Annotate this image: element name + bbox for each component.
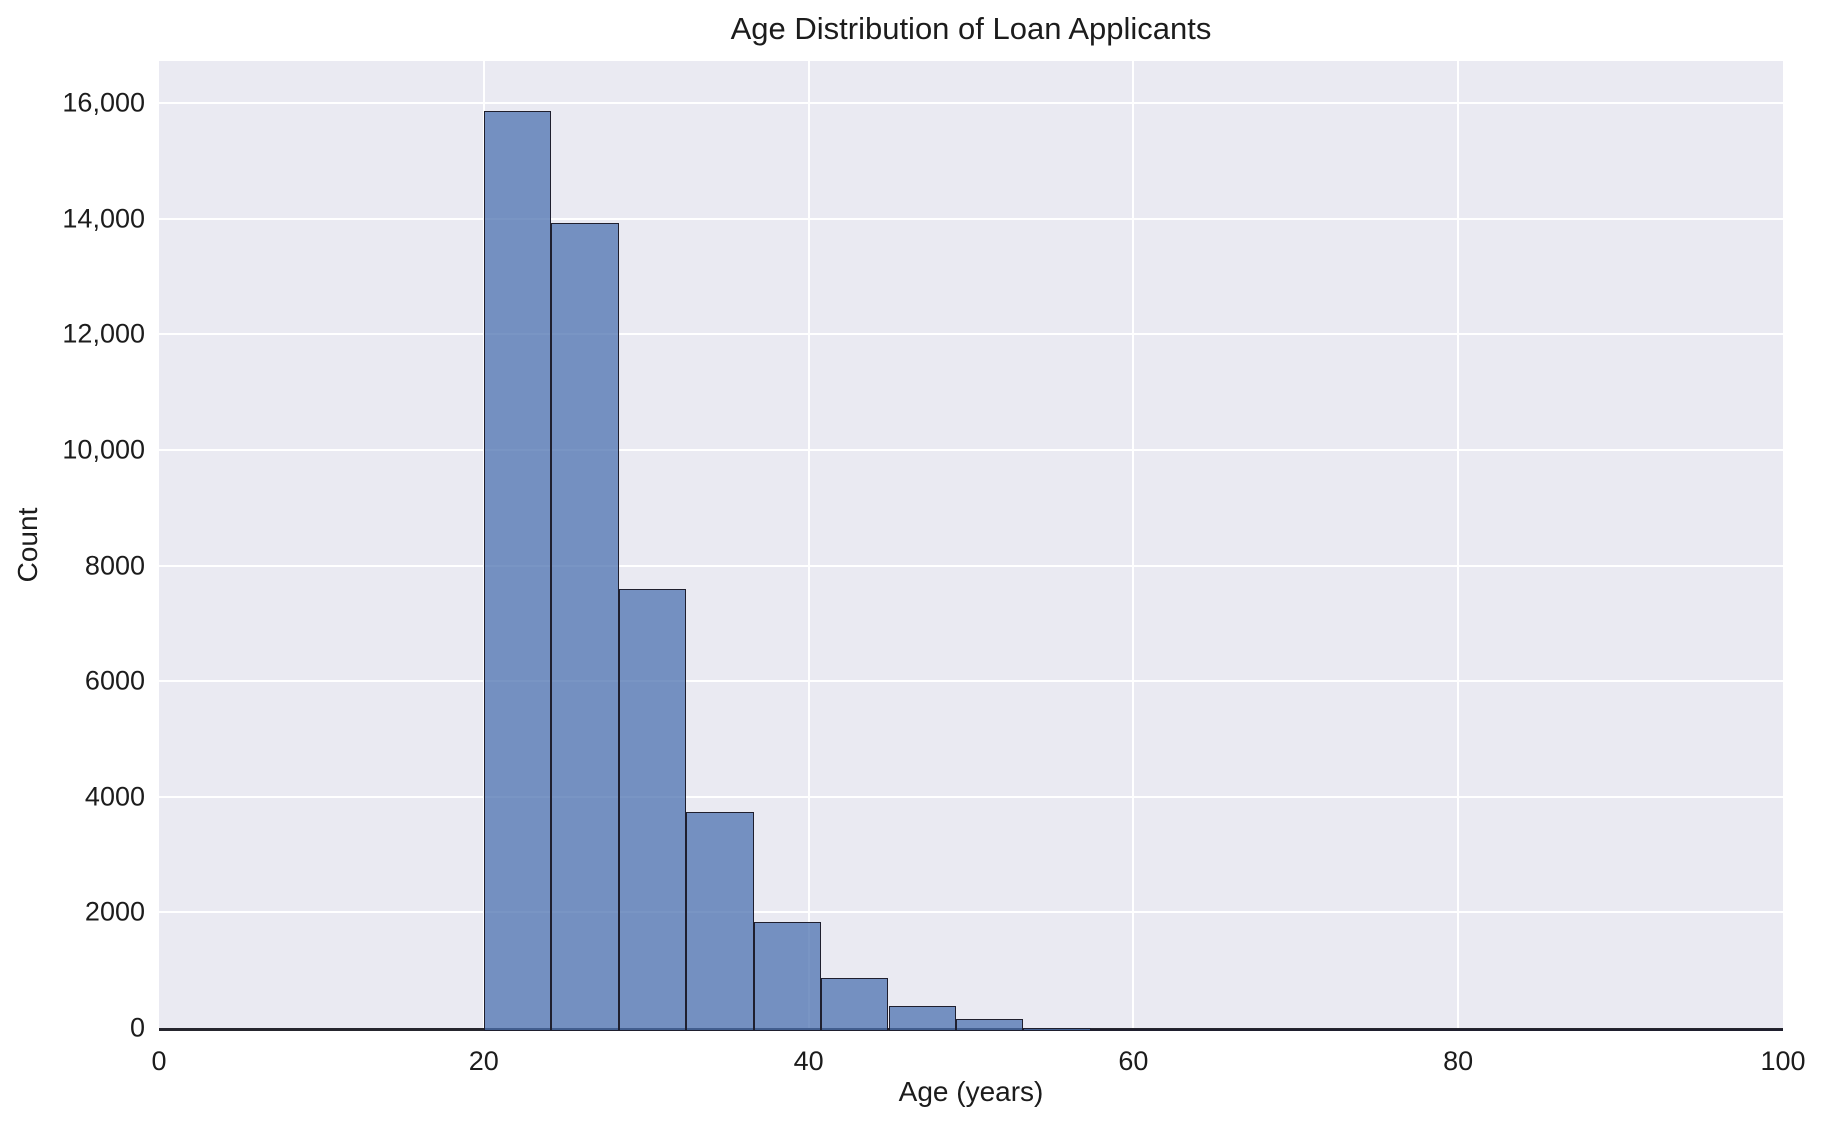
y-gridline xyxy=(159,564,1783,567)
plot-area xyxy=(159,61,1783,1031)
x-gridline xyxy=(1457,61,1460,1028)
histogram-bar xyxy=(1630,1029,1699,1031)
x-tick-label: 0 xyxy=(151,1046,167,1076)
y-tick-label: 4000 xyxy=(84,781,145,812)
histogram-bar xyxy=(1495,1029,1564,1031)
y-gridline xyxy=(159,333,1783,336)
y-tick-label: 2000 xyxy=(84,896,145,927)
y-tick-label: 8000 xyxy=(84,550,145,581)
x-tick-label: 100 xyxy=(1760,1046,1806,1076)
x-gridline xyxy=(1132,61,1135,1028)
histogram-bar xyxy=(888,1006,957,1031)
x-gridline xyxy=(807,61,810,1028)
histogram-bar xyxy=(1428,1029,1496,1031)
histogram-bar xyxy=(1293,1029,1361,1031)
y-tick-label: 12,000 xyxy=(62,318,145,349)
y-tick-label: 10,000 xyxy=(62,434,145,465)
x-tick-label: 20 xyxy=(468,1046,499,1076)
histogram-bar xyxy=(821,977,889,1031)
y-tick-label: 16,000 xyxy=(62,87,145,118)
histogram-bar xyxy=(1698,1029,1783,1031)
y-gridline xyxy=(159,911,1783,914)
histogram-bar xyxy=(1225,1029,1294,1031)
x-tick-label: 80 xyxy=(1443,1046,1474,1076)
y-gridline xyxy=(159,795,1783,798)
x-tick-label: 60 xyxy=(1118,1046,1149,1076)
histogram-bar xyxy=(618,588,687,1031)
y-axis-label: Count xyxy=(12,507,43,583)
histogram-bar xyxy=(1158,1029,1226,1031)
histogram-bar xyxy=(686,811,754,1031)
x-tick-label: 40 xyxy=(793,1046,824,1076)
x-axis-label: Age (years) xyxy=(898,1076,1044,1107)
chart-title: Age Distribution of Loan Applicants xyxy=(730,11,1212,46)
y-gridline xyxy=(159,217,1783,220)
y-tick-label: 6000 xyxy=(84,665,145,696)
histogram-bar xyxy=(753,921,822,1031)
histogram-bar xyxy=(1090,1029,1159,1031)
histogram-bar xyxy=(1023,1027,1091,1031)
histogram-bar xyxy=(551,222,619,1031)
histogram-bar xyxy=(483,110,552,1031)
histogram-bar xyxy=(1360,1029,1429,1031)
y-tick-label: 14,000 xyxy=(62,203,145,234)
y-gridline xyxy=(159,102,1783,105)
y-tick-label: 0 xyxy=(129,1012,145,1043)
histogram-bar xyxy=(956,1018,1024,1031)
histogram-bar xyxy=(1563,1029,1631,1031)
y-gridline xyxy=(159,680,1783,683)
y-gridline xyxy=(159,448,1783,451)
